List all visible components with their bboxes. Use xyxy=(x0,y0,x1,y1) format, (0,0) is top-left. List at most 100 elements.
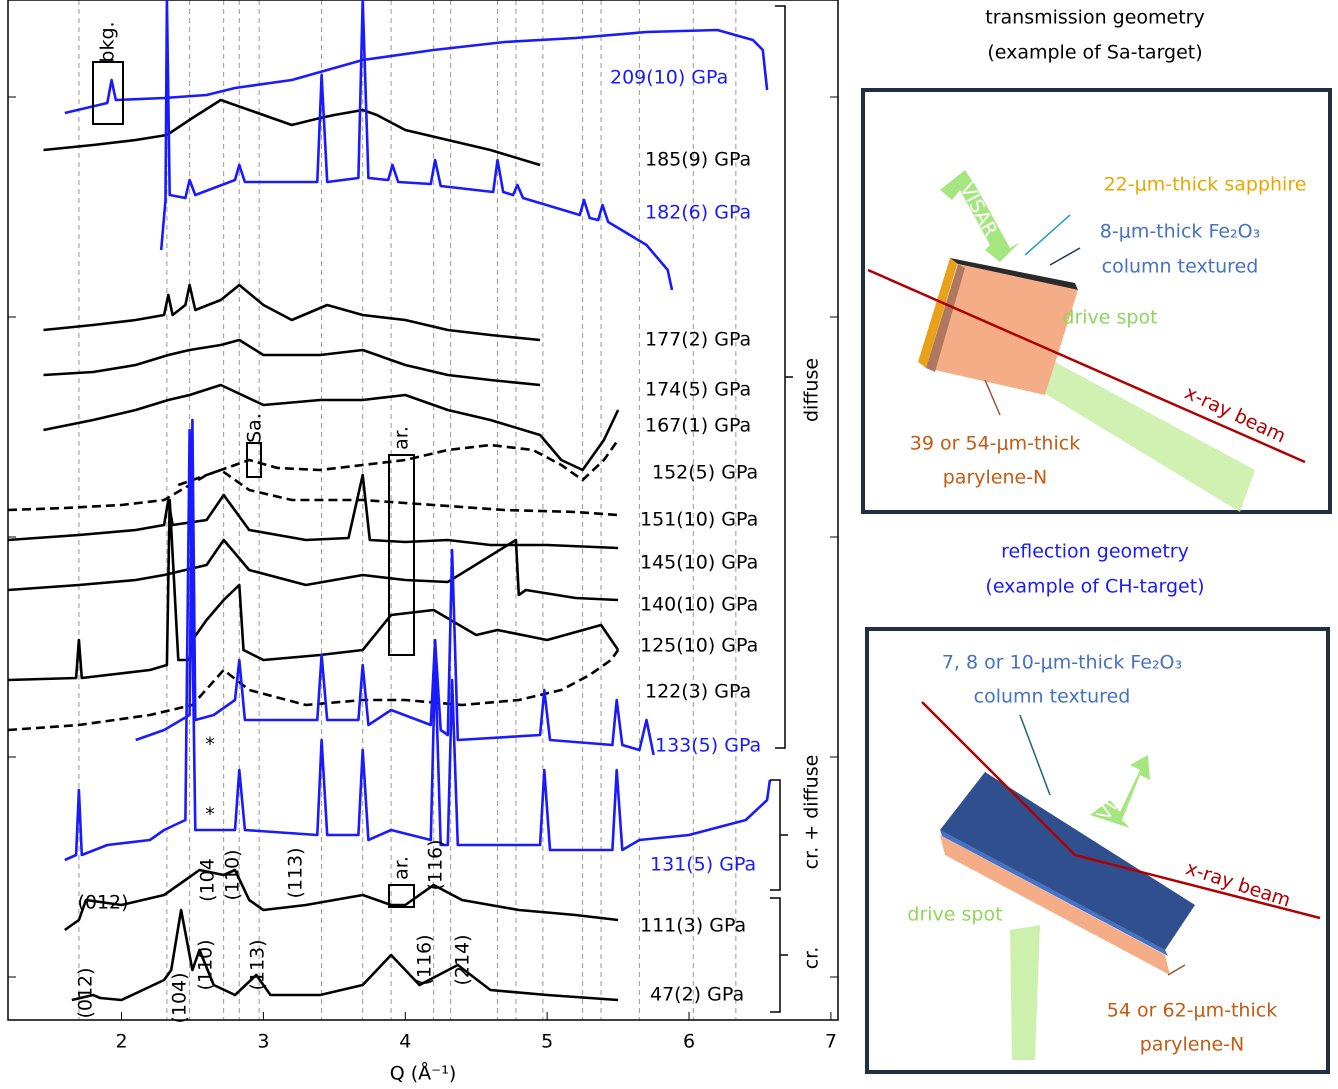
top-face xyxy=(950,258,1078,290)
annotation: (012) xyxy=(77,892,128,914)
annotation: (012) xyxy=(75,967,97,1018)
bracket xyxy=(775,5,793,749)
spectrum-line xyxy=(71,908,619,1002)
spectrum-line xyxy=(135,418,655,756)
spectrum-line xyxy=(7,649,620,732)
label: parylene-N xyxy=(1140,1034,1245,1056)
pointer xyxy=(1024,214,1071,256)
panel-frame xyxy=(865,627,1330,1074)
series-label: 185(9) GPa xyxy=(645,149,751,171)
spectrum-line xyxy=(43,383,620,472)
panel-title: reflection geometry xyxy=(1001,541,1189,563)
label: drive spot xyxy=(907,904,1002,926)
annotation-box xyxy=(92,61,124,125)
series-label: 174(5) GPa xyxy=(645,379,751,401)
spectrum-line xyxy=(64,28,769,115)
group-label: cr. + diffuse xyxy=(801,755,823,870)
series-label: 177(2) GPa xyxy=(645,329,751,351)
series-label: 182(6) GPa xyxy=(645,202,751,224)
spectrum-line xyxy=(159,0,674,291)
x-tick-label: 5 xyxy=(541,1031,553,1053)
label: column textured xyxy=(1102,256,1259,278)
drive-beam xyxy=(1010,925,1040,1060)
annotation: (104) xyxy=(169,972,191,1023)
panel-title: transmission geometry xyxy=(985,7,1205,29)
top-layer xyxy=(940,772,1195,950)
spectrum-line xyxy=(64,868,619,932)
bracket xyxy=(770,897,788,1013)
annotation-box xyxy=(388,884,415,908)
plot: 2 3 4 5 6 7 209(10) GPa 185(9) GPa 182(6) GPa 177… xyxy=(7,0,839,1053)
label: column textured xyxy=(974,686,1131,708)
spectrum-line xyxy=(7,468,619,517)
spectrum-line xyxy=(64,428,772,862)
visar-arrow xyxy=(940,170,1020,262)
annotation: ar. xyxy=(391,426,413,450)
annotation-box xyxy=(388,454,415,656)
fe2o3-layer xyxy=(940,830,1168,956)
annotation: (110) xyxy=(222,849,244,900)
label: 22-μm-thick sapphire xyxy=(1104,174,1307,196)
bracket xyxy=(770,779,788,891)
x-tick-label: 2 xyxy=(115,1031,127,1053)
annotation: (214) xyxy=(452,934,474,985)
pointer xyxy=(1167,964,1186,976)
series-label: 145(10) GPa xyxy=(640,552,758,574)
x-tick-label: 7 xyxy=(825,1031,837,1053)
annotation: (116) xyxy=(414,934,436,985)
series-label: 122(3) GPa xyxy=(645,681,751,703)
annotation: * xyxy=(205,734,215,756)
pointer xyxy=(1049,247,1081,266)
series-label: 133(5) GPa xyxy=(655,735,761,757)
annotation: (116) xyxy=(425,839,447,890)
panel-subtitle: (example of CH-target) xyxy=(985,576,1204,598)
x-tick-label: 3 xyxy=(257,1031,269,1053)
series-label: 151(10) GPa xyxy=(640,509,758,531)
group-label: cr. xyxy=(801,947,823,970)
spectrum-line xyxy=(43,338,541,387)
spectrum-line xyxy=(43,283,541,342)
label: 7, 8 or 10-μm-thick Fe₂O₃ xyxy=(942,652,1182,674)
xray-line xyxy=(867,268,1306,464)
annotation: * xyxy=(205,804,215,826)
spectrum-line xyxy=(7,538,619,602)
series-label: 167(1) GPa xyxy=(645,415,751,437)
spectrum-line xyxy=(177,439,620,487)
parylene-layer xyxy=(940,835,1170,975)
annotation: (113) xyxy=(247,939,269,990)
visar-arrow xyxy=(1090,755,1150,828)
visar-label: VISAR xyxy=(955,179,1001,240)
panel-subtitle: (example of Sa-target) xyxy=(987,42,1202,64)
block-side xyxy=(926,264,965,372)
annotation: (104 xyxy=(197,858,219,902)
label: 54 or 62-μm-thick xyxy=(1107,1000,1277,1022)
annotation: bkg. xyxy=(97,21,119,62)
x-axis-label: Q (Å⁻¹) xyxy=(390,1062,456,1085)
panel-frame xyxy=(861,88,1332,514)
annotation: Sa. xyxy=(244,413,266,443)
series-label: 209(10) GPa xyxy=(610,67,728,89)
spectrum-line xyxy=(7,498,620,682)
label: x-ray beam xyxy=(1183,857,1293,912)
annotation: (113) xyxy=(285,847,307,898)
series-label: 152(5) GPa xyxy=(652,462,758,484)
group-label: diffuse xyxy=(801,358,823,422)
label: 39 or 54-μm-thick xyxy=(910,433,1080,455)
series-label: 125(10) GPa xyxy=(640,635,758,657)
annotation-box xyxy=(246,442,262,478)
series-label: 111(3) GPa xyxy=(640,915,746,937)
annotation: (110) xyxy=(195,939,217,990)
series-label: 140(10) GPa xyxy=(640,594,758,616)
label: 8-μm-thick Fe₂O₃ xyxy=(1100,221,1260,243)
x-tick-label: 4 xyxy=(399,1031,411,1053)
pointer xyxy=(1019,714,1051,796)
label: drive spot xyxy=(1062,307,1157,329)
drive-beam xyxy=(990,335,1255,512)
label: parylene-N xyxy=(943,467,1048,489)
series-label: 131(5) GPa xyxy=(650,854,756,876)
annotation: ar. xyxy=(391,856,413,880)
x-tick-label: 6 xyxy=(683,1031,695,1053)
pointer xyxy=(984,379,1001,416)
spectrum-line xyxy=(7,473,619,550)
